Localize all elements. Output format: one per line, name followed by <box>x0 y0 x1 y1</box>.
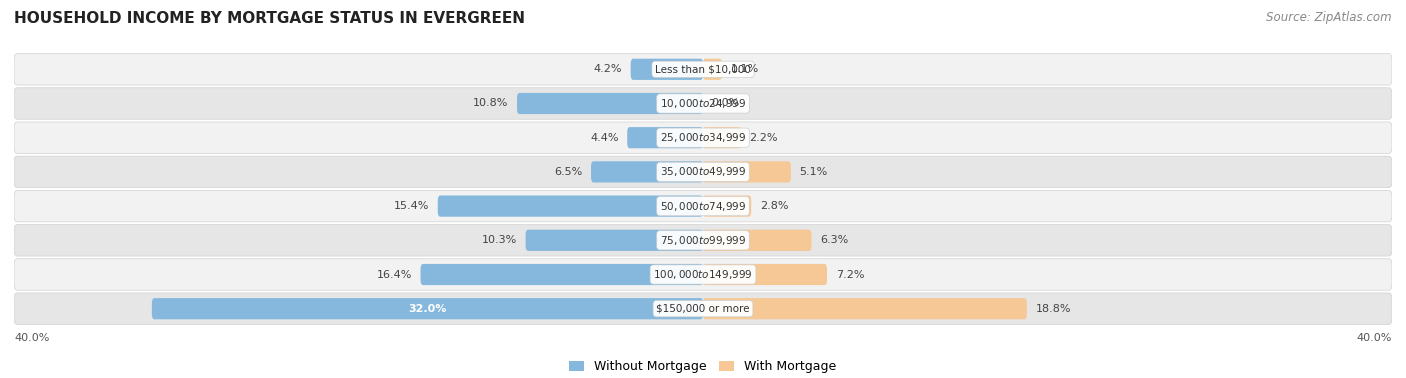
Text: 0.0%: 0.0% <box>711 99 740 108</box>
Text: 15.4%: 15.4% <box>394 201 429 211</box>
Text: $35,000 to $49,999: $35,000 to $49,999 <box>659 166 747 178</box>
FancyBboxPatch shape <box>703 161 790 183</box>
Text: 1.1%: 1.1% <box>731 64 759 74</box>
Text: $50,000 to $74,999: $50,000 to $74,999 <box>659 200 747 212</box>
Text: 5.1%: 5.1% <box>800 167 828 177</box>
FancyBboxPatch shape <box>14 225 1392 256</box>
FancyBboxPatch shape <box>14 156 1392 187</box>
FancyBboxPatch shape <box>517 93 703 114</box>
FancyBboxPatch shape <box>631 59 703 80</box>
Text: 7.2%: 7.2% <box>835 270 865 279</box>
FancyBboxPatch shape <box>526 230 703 251</box>
FancyBboxPatch shape <box>703 59 721 80</box>
Text: 2.2%: 2.2% <box>749 133 778 143</box>
FancyBboxPatch shape <box>14 54 1392 85</box>
Text: 6.5%: 6.5% <box>554 167 582 177</box>
FancyBboxPatch shape <box>703 127 741 148</box>
Text: 18.8%: 18.8% <box>1035 304 1071 314</box>
FancyBboxPatch shape <box>420 264 703 285</box>
FancyBboxPatch shape <box>627 127 703 148</box>
Text: 4.2%: 4.2% <box>593 64 621 74</box>
Text: $150,000 or more: $150,000 or more <box>657 304 749 314</box>
Text: $75,000 to $99,999: $75,000 to $99,999 <box>659 234 747 247</box>
Text: Less than $10,000: Less than $10,000 <box>655 64 751 74</box>
Text: 10.3%: 10.3% <box>482 235 517 245</box>
Text: 16.4%: 16.4% <box>377 270 412 279</box>
Text: 32.0%: 32.0% <box>408 304 447 314</box>
FancyBboxPatch shape <box>14 259 1392 290</box>
FancyBboxPatch shape <box>703 230 811 251</box>
FancyBboxPatch shape <box>703 195 751 217</box>
Text: $25,000 to $34,999: $25,000 to $34,999 <box>659 131 747 144</box>
Text: 10.8%: 10.8% <box>472 99 509 108</box>
FancyBboxPatch shape <box>437 195 703 217</box>
Text: 2.8%: 2.8% <box>759 201 789 211</box>
FancyBboxPatch shape <box>591 161 703 183</box>
Text: $10,000 to $24,999: $10,000 to $24,999 <box>659 97 747 110</box>
Text: 6.3%: 6.3% <box>820 235 848 245</box>
Legend: Without Mortgage, With Mortgage: Without Mortgage, With Mortgage <box>564 355 842 378</box>
FancyBboxPatch shape <box>152 298 703 319</box>
Text: HOUSEHOLD INCOME BY MORTGAGE STATUS IN EVERGREEN: HOUSEHOLD INCOME BY MORTGAGE STATUS IN E… <box>14 11 524 26</box>
Text: $100,000 to $149,999: $100,000 to $149,999 <box>654 268 752 281</box>
FancyBboxPatch shape <box>703 298 1026 319</box>
Text: 4.4%: 4.4% <box>591 133 619 143</box>
FancyBboxPatch shape <box>14 122 1392 153</box>
Text: Source: ZipAtlas.com: Source: ZipAtlas.com <box>1267 11 1392 24</box>
FancyBboxPatch shape <box>14 293 1392 324</box>
FancyBboxPatch shape <box>14 88 1392 119</box>
Text: 40.0%: 40.0% <box>1357 333 1392 343</box>
Text: 40.0%: 40.0% <box>14 333 49 343</box>
FancyBboxPatch shape <box>14 191 1392 222</box>
FancyBboxPatch shape <box>703 264 827 285</box>
